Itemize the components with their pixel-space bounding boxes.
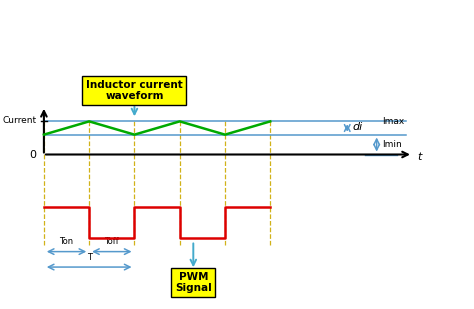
Text: PWM
Signal: PWM Signal — [175, 272, 212, 293]
Text: Toff: Toff — [104, 237, 119, 246]
Text: T: T — [87, 253, 91, 262]
Text: Imax: Imax — [382, 117, 404, 126]
Text: Inductor current
waveform: Inductor current waveform — [86, 80, 183, 101]
Text: Current: Current — [3, 116, 37, 125]
Text: di: di — [353, 122, 363, 132]
Text: Imin: Imin — [382, 140, 402, 149]
Text: 0: 0 — [29, 150, 36, 159]
Text: t: t — [418, 152, 422, 162]
Text: Ton: Ton — [59, 237, 73, 246]
